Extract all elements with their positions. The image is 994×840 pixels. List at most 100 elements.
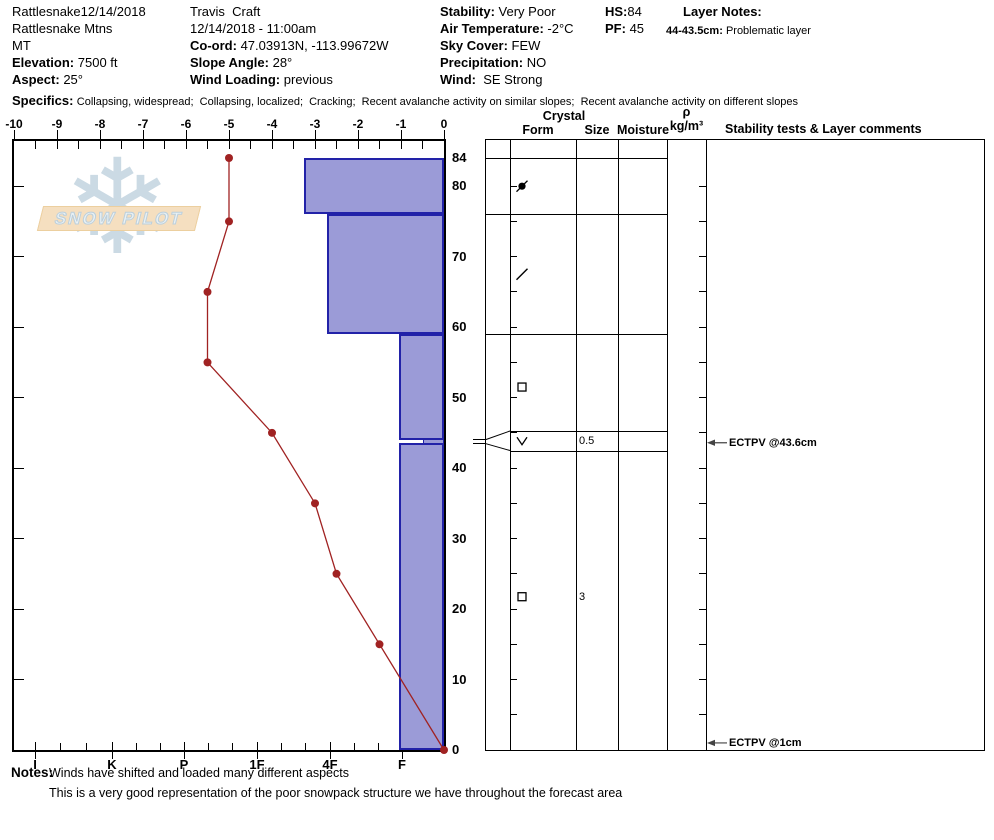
form-column-tick [510, 679, 517, 681]
table-column-line [984, 139, 985, 751]
size-column-header: Size [584, 123, 610, 137]
depth-axis-label: 70 [452, 248, 467, 264]
stability: Stability: Very Poor [440, 4, 556, 19]
depth-left-tick [14, 185, 24, 187]
sky-cover: Sky Cover: FEW [440, 38, 540, 53]
table-column-line [667, 139, 668, 751]
precip-label: Precipitation: [440, 55, 524, 70]
aspect: Aspect: 25° [12, 72, 83, 87]
layer-note-depth: 44-43.5cm: [666, 25, 723, 37]
temp-axis-major-tick [13, 130, 15, 139]
depth-axis-label: 10 [452, 671, 467, 687]
wind: Wind: SE Strong [440, 72, 542, 87]
hardness-axis-minor-tick [135, 743, 137, 750]
temp-axis-minor-tick [400, 141, 402, 149]
table-top-line [485, 139, 984, 140]
depth-axis-label: 30 [452, 530, 467, 546]
form-column-tick [510, 326, 517, 328]
temp-axis-minor-tick [142, 141, 144, 149]
form-column-tick [510, 573, 517, 575]
grain-form-dot-slash-icon [518, 182, 526, 190]
temp-axis-minor-tick [99, 141, 101, 149]
density-column-tick [699, 502, 706, 504]
depth-axis-label: 0 [452, 742, 460, 757]
grain-form-dot-slash-icon [516, 180, 528, 193]
temp-axis-major-tick [357, 130, 359, 139]
form-column-tick [510, 538, 517, 540]
hardness-bar-layer-84cm [304, 158, 444, 215]
thin-layer-whisker-bottom [473, 442, 485, 444]
density-column-tick [699, 467, 706, 469]
temp-axis-minor-tick [250, 141, 251, 149]
note-line-1: Winds have shifted and loaded many diffe… [49, 766, 349, 780]
stability-tests-header: Stability tests & Layer comments [725, 122, 922, 136]
hardness-axis-major-tick [34, 742, 36, 759]
hardness-bar-layer-59cm [399, 334, 444, 440]
stability-value: Very Poor [498, 4, 556, 19]
moisture-column-header: Moisture [616, 123, 670, 137]
pit-name-date: Rattlesnake12/14/2018 [12, 4, 146, 19]
form-column-tick [510, 185, 517, 187]
thin-layer-whisker-top [473, 439, 485, 441]
thin-layer-row-top [510, 431, 667, 432]
density-column-tick [699, 291, 706, 293]
temp-axis-minor-tick [185, 141, 187, 149]
grain-form-v-icon [516, 436, 528, 446]
temp-axis-label: -7 [137, 117, 149, 131]
test-arrow-head [707, 439, 715, 446]
depth-left-tick [14, 256, 24, 258]
air-temperature: Air Temperature: -2°C [440, 21, 574, 36]
temp-axis-minor-tick [164, 141, 165, 149]
layer-notes-header: Layer Notes: [683, 4, 762, 19]
density-column-tick [699, 573, 706, 575]
specifics-label: Specifics: [12, 93, 74, 108]
density-column-tick [699, 432, 706, 434]
depth-axis-label: 40 [452, 460, 467, 476]
hardness-axis-minor-tick [60, 743, 62, 750]
slope-value: 28° [272, 55, 293, 70]
hardness-axis-minor-tick [305, 743, 307, 750]
temp-axis-minor-tick [271, 141, 273, 149]
density-column-tick [699, 679, 706, 681]
table-column-line [510, 139, 511, 751]
layer-boundary-line [485, 213, 667, 215]
slope-angle: Slope Angle: 28° [190, 55, 292, 70]
density-column-tick [699, 643, 706, 645]
depth-left-tick [14, 679, 24, 681]
wind-loading: Wind Loading: previous [190, 72, 333, 87]
table-column-line [485, 139, 486, 751]
depth-left-tick [14, 538, 24, 540]
slope-label: Slope Angle: [190, 55, 269, 70]
note-line-2: This is a very good representation of th… [49, 786, 623, 800]
depth-axis-label: 20 [452, 601, 467, 617]
temp-axis-label: -4 [266, 117, 278, 131]
hardness-axis-label: P [179, 757, 189, 772]
temp-axis-major-tick [185, 130, 187, 139]
mountain-range: Rattlesnake Mtns [12, 21, 113, 36]
specifics-value: Collapsing, widespread; Collapsing, loca… [76, 96, 799, 108]
state: MT [12, 38, 31, 53]
depth-left-tick [14, 608, 24, 610]
temp-axis-minor-tick [228, 141, 230, 149]
layer-boundary-line [485, 157, 667, 159]
density-column-tick [699, 326, 706, 328]
layer-note-text: Problematic layer [725, 25, 811, 37]
density-column-tick [699, 361, 706, 363]
temp-axis-label: 0 [440, 117, 448, 131]
hardness-axis-minor-tick [280, 743, 282, 750]
depth-axis-label: 84 [452, 150, 467, 165]
temp-axis-label: -6 [180, 117, 192, 131]
temp-axis-major-tick [56, 130, 58, 139]
sky-cover-label: Sky Cover: [440, 38, 508, 53]
aspect-value: 25° [63, 72, 83, 87]
temp-axis-label: -1 [395, 117, 407, 131]
hardness-axis-minor-tick [353, 743, 355, 750]
table-column-line [706, 139, 707, 751]
grain-form-slash-icon [516, 268, 528, 281]
temp-axis-minor-tick [56, 141, 58, 149]
observer: Travis Craft [190, 4, 261, 19]
depth-left-tick [14, 326, 24, 328]
temp-axis-label: -5 [223, 117, 235, 131]
crystal-header: Crystal [542, 109, 586, 123]
